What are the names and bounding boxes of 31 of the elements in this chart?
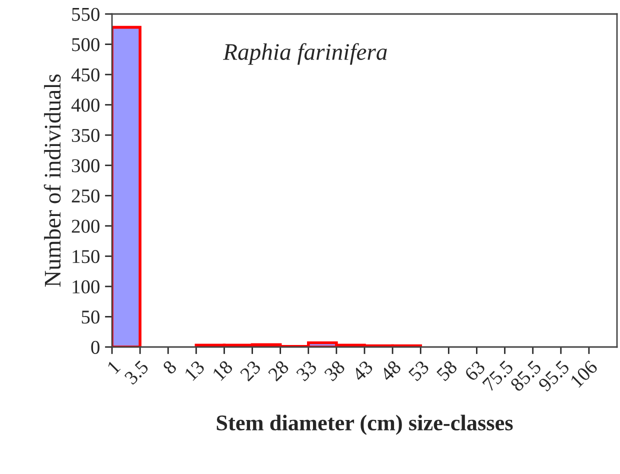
x-tick-label: 48	[379, 360, 402, 382]
y-tick-label: 450	[71, 68, 100, 82]
x-axis-title: Stem diameter (cm) size-classes	[216, 414, 513, 435]
y-axis-title: Number of individuals	[44, 74, 61, 287]
y-tick-label: 550	[72, 8, 100, 21]
x-tick-label: 58	[436, 360, 458, 382]
x-tick-label: 53	[408, 360, 430, 382]
x-tick-label: 1	[106, 360, 121, 374]
y-tick-label: 350	[72, 128, 100, 142]
x-tick-label: 8	[162, 360, 178, 375]
x-tick-label: 43	[351, 360, 374, 382]
x-tick-label: 28	[268, 360, 290, 382]
y-tick-label: 200	[72, 220, 100, 233]
x-tick-label: 13	[184, 360, 206, 382]
x-tick-label: 18	[212, 360, 234, 382]
y-tick-label: 500	[72, 38, 100, 52]
y-tick-label: 0	[91, 340, 100, 354]
x-tick-label: 95.5	[538, 360, 570, 392]
y-tick-label: 300	[72, 159, 100, 172]
x-tick-label: 106	[570, 360, 598, 388]
x-tick-label: 33	[296, 360, 318, 382]
x-tick-label: 23	[240, 360, 262, 382]
x-tick-label: 38	[324, 360, 346, 382]
y-tick-label: 250	[72, 189, 100, 203]
y-tick-label: 150	[72, 250, 100, 264]
annotation: Raphia farinifera	[222, 43, 387, 65]
x-tick-label: 75.5	[482, 360, 514, 392]
y-tick-label: 50	[82, 310, 100, 324]
y-tick-label: 400	[71, 98, 100, 112]
y-tick-label: 100	[72, 280, 100, 294]
x-tick-label: 3.5	[124, 360, 150, 386]
